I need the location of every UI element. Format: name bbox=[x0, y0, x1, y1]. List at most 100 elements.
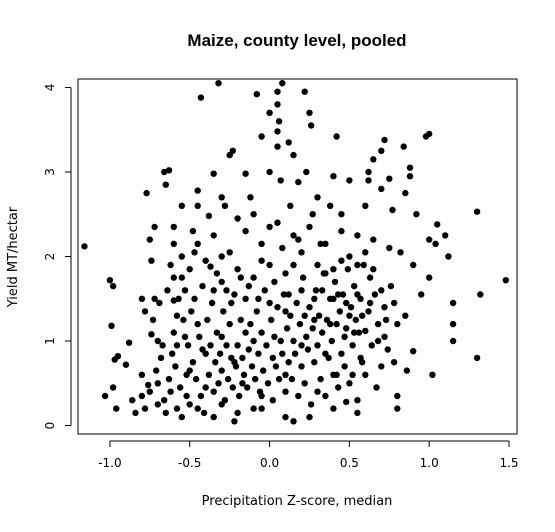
scatter-point bbox=[180, 316, 187, 324]
scatter-point bbox=[290, 151, 297, 159]
scatter-point bbox=[162, 409, 169, 417]
scatter-point bbox=[255, 295, 262, 302]
scatter-point bbox=[338, 227, 345, 235]
scatter-point bbox=[263, 342, 270, 349]
scatter-point bbox=[269, 354, 276, 362]
scatter-point bbox=[306, 413, 313, 421]
scatter-point bbox=[258, 240, 265, 247]
scatter-point bbox=[285, 359, 292, 366]
scatter-point bbox=[275, 375, 283, 383]
scatter-point bbox=[362, 202, 369, 209]
scatter-point bbox=[215, 80, 222, 87]
scatter-point bbox=[141, 405, 149, 412]
scatter-point bbox=[210, 232, 217, 239]
scatter-point bbox=[378, 147, 385, 154]
scatter-point bbox=[159, 342, 166, 349]
scatter-point bbox=[154, 380, 161, 387]
scatter-point bbox=[303, 333, 310, 340]
scatter-point bbox=[205, 212, 213, 220]
scatter-point bbox=[346, 312, 353, 319]
scatter-point bbox=[274, 88, 281, 95]
scatter-point bbox=[202, 384, 209, 391]
scatter-point bbox=[183, 371, 190, 378]
scatter-point bbox=[322, 392, 329, 400]
scatter-point bbox=[274, 219, 281, 226]
scatter-point bbox=[317, 375, 324, 383]
scatter-point bbox=[210, 388, 217, 395]
scatter-point bbox=[387, 282, 395, 290]
scatter-point bbox=[366, 274, 374, 281]
scatter-point bbox=[390, 359, 398, 366]
scatter-point bbox=[344, 266, 351, 273]
scatter-point bbox=[226, 249, 233, 256]
scatter-point bbox=[266, 299, 273, 307]
scatter-point bbox=[266, 168, 273, 176]
scatter-point bbox=[205, 371, 213, 378]
scatter-point bbox=[213, 329, 221, 336]
scatter-point bbox=[237, 274, 244, 281]
scatter-point bbox=[354, 397, 361, 404]
scatter-point bbox=[258, 329, 265, 336]
scatter-point bbox=[362, 327, 369, 335]
scatter-point bbox=[330, 371, 337, 378]
scatter-point bbox=[194, 405, 201, 412]
scatter-point bbox=[341, 363, 348, 370]
scatter-point bbox=[287, 202, 294, 209]
scatter-point bbox=[240, 371, 248, 378]
scatter-point bbox=[223, 287, 230, 294]
scatter-point bbox=[154, 401, 161, 408]
scatter-point bbox=[221, 397, 229, 404]
scatter-point bbox=[247, 320, 254, 328]
scatter-point bbox=[173, 342, 181, 349]
x-tick-label: 1.0 bbox=[420, 456, 439, 470]
scatter-point bbox=[194, 240, 201, 247]
scatter-point bbox=[207, 263, 214, 270]
scatter-point bbox=[188, 308, 195, 315]
scatter-point bbox=[189, 359, 197, 366]
scatter-point bbox=[406, 173, 414, 180]
scatter-point bbox=[359, 312, 366, 319]
scatter-point bbox=[218, 367, 225, 374]
scatter-point bbox=[347, 304, 355, 311]
scatter-point bbox=[170, 274, 177, 281]
scatter-point bbox=[271, 278, 278, 286]
scatter-point bbox=[239, 380, 246, 387]
scatter-point bbox=[170, 223, 177, 231]
scatter-point bbox=[426, 236, 433, 243]
scatter-point bbox=[194, 320, 201, 328]
scatter-point bbox=[442, 232, 449, 239]
y-axis-label: Yield MT/hectar bbox=[6, 206, 21, 308]
scatter-point bbox=[250, 405, 257, 412]
scatter-point bbox=[371, 291, 379, 298]
scatter-point bbox=[312, 287, 320, 294]
scatter-point bbox=[314, 261, 321, 269]
scatter-point bbox=[394, 392, 401, 400]
scatter-point bbox=[258, 257, 265, 264]
scatter-point bbox=[151, 223, 158, 231]
scatter-point bbox=[382, 316, 390, 324]
scatter-point bbox=[290, 337, 297, 345]
scatter-point bbox=[381, 136, 388, 144]
scatter-point bbox=[298, 363, 305, 370]
scatter-point bbox=[177, 384, 184, 391]
scatter-point bbox=[374, 320, 382, 328]
scatter-point bbox=[172, 363, 179, 370]
chart-title: Maize, county level, pooled bbox=[187, 31, 406, 50]
scatter-point bbox=[181, 333, 189, 340]
scatter-point bbox=[202, 257, 209, 264]
scatter-point bbox=[245, 282, 252, 290]
scatter-point bbox=[290, 232, 297, 239]
scatter-point bbox=[207, 342, 214, 349]
scatter-point bbox=[282, 371, 289, 378]
scatter-point bbox=[449, 320, 457, 328]
scatter-point bbox=[194, 187, 201, 194]
scatter-point bbox=[355, 329, 363, 336]
scatter-point bbox=[236, 392, 243, 400]
scatter-point bbox=[146, 388, 153, 395]
scatter-point bbox=[432, 240, 439, 247]
scatter-point bbox=[210, 170, 217, 177]
scatter-point bbox=[397, 249, 404, 256]
scatter-point bbox=[291, 350, 299, 357]
scatter-point bbox=[109, 384, 117, 391]
scatter-point bbox=[242, 227, 249, 235]
